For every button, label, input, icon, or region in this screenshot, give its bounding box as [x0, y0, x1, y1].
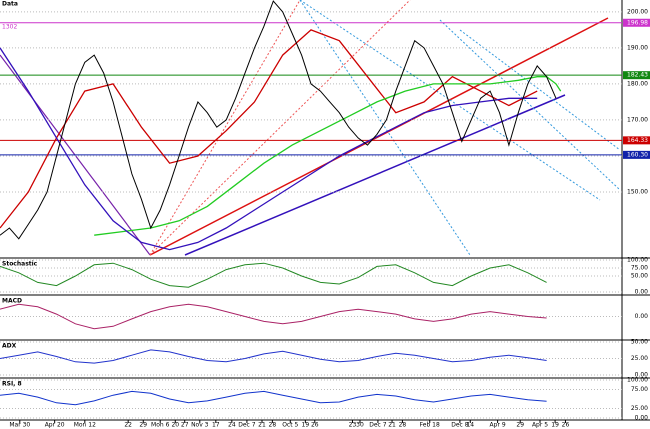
y-tick-label: 0.00: [635, 372, 649, 379]
price-line: [0, 390, 547, 406]
y-tick-label: 170.00: [627, 116, 648, 123]
y-tick-label: 180.00: [627, 80, 648, 87]
level-label-box: [623, 150, 650, 159]
x-tick-label: 26: [562, 422, 570, 429]
price-line: [94, 76, 562, 236]
price-line: [0, 47, 538, 251]
price-line: [0, 29, 538, 229]
level-label: 182.43: [627, 72, 648, 79]
x-tick-label: 21: [388, 422, 396, 429]
level-label: 160.30: [627, 151, 648, 158]
x-tick-label: 28: [399, 422, 407, 429]
y-tick-label: 150.00: [627, 188, 648, 195]
y-tick-label: 25.00: [631, 405, 648, 412]
y-tick-label: 0.00: [635, 313, 649, 320]
x-tick-label: 26: [311, 422, 319, 429]
x-tick-label: 27: [181, 422, 189, 429]
x-tick-label: Mar 30: [9, 422, 30, 429]
x-tick-label: 17: [212, 422, 220, 429]
y-tick-label: 100.00: [627, 257, 648, 264]
x-tick-label: 29: [139, 422, 147, 429]
y-tick-label: 200.00: [627, 8, 648, 15]
level-label-box: [623, 136, 650, 145]
annotation: 1302: [2, 23, 17, 30]
y-tick-label: 100.00: [627, 377, 648, 384]
x-tick-label: Dec 7: [369, 422, 387, 429]
x-tick-label: Mon 6: [151, 422, 170, 429]
x-tick-label: 30: [356, 422, 364, 429]
y-tick-label: 0.00: [635, 415, 649, 422]
x-tick-label: 19: [551, 422, 559, 429]
x-tick-label: Dec 8: [451, 422, 469, 429]
x-tick-label: Apr 5: [532, 422, 548, 429]
y-tick-label: 25.00: [631, 355, 648, 362]
price-line: [0, 262, 547, 288]
x-tick-label: 28: [269, 422, 277, 429]
x-tick-label: 19: [302, 422, 310, 429]
level-label-box: [623, 18, 650, 27]
x-tick-label: Apr 9: [490, 422, 506, 429]
panel-title: Stochastic: [2, 261, 38, 268]
x-tick-label: Oct 5: [282, 422, 298, 429]
x-tick-label: 20: [171, 422, 179, 429]
panel-title: RSI, 8: [2, 381, 22, 388]
trend-line: [149, 17, 609, 256]
fan-line: [459, 29, 621, 151]
level-label-box: [623, 71, 650, 80]
x-tick-label: 23: [349, 422, 357, 429]
x-tick-label: Nov 3: [191, 422, 209, 429]
y-tick-label: 75.00: [631, 265, 648, 272]
fan-line: [299, 0, 601, 201]
fan-line: [299, 0, 471, 256]
x-tick-label: 24: [228, 422, 236, 429]
panel-title: ADX: [2, 343, 17, 350]
y-tick-label: 50.00: [631, 273, 648, 280]
x-tick-label: 22: [124, 422, 132, 429]
x-tick-label: 14: [466, 422, 474, 429]
x-tick-label: Mon 12: [74, 422, 96, 429]
panel-title: MACD: [2, 298, 22, 305]
price-line: [0, 0, 557, 240]
x-tick-label: 29: [516, 422, 524, 429]
fan-line: [439, 19, 621, 191]
price-line: [0, 349, 547, 364]
y-tick-label: 190.00: [627, 44, 648, 51]
x-tick-label: Feb 18: [420, 422, 440, 429]
x-tick-label: Apr 20: [45, 422, 65, 429]
analysis-lines: [0, 0, 621, 256]
x-tick-label: Dec 7: [238, 422, 256, 429]
panel-title: Data: [2, 1, 18, 8]
fan-line: [149, 0, 411, 256]
y-tick-label: 0.00: [635, 289, 649, 296]
x-tick-label: 21: [258, 422, 266, 429]
price-line: [0, 303, 547, 330]
fan-line: [149, 0, 301, 256]
level-label: 196.98: [627, 19, 648, 26]
y-tick-label: 75.00: [631, 386, 648, 393]
level-label: 164.33: [627, 137, 648, 144]
y-tick-label: 50.00: [631, 339, 648, 346]
